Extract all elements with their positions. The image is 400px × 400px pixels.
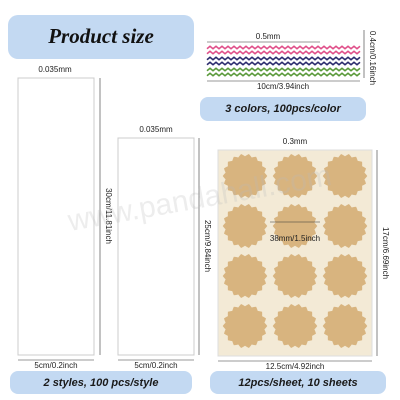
dim-label: 5cm/0.2inch (134, 361, 177, 370)
colored-strips (206, 45, 361, 77)
dim-label: 0.5mm (256, 32, 281, 41)
strip-edge (206, 61, 361, 66)
tall-strip (17, 77, 95, 356)
sticker (322, 154, 368, 198)
sticker (272, 254, 318, 298)
sticker (272, 154, 318, 198)
dim-label: 0.4cm/0.16inch (368, 31, 377, 85)
title-badge (8, 15, 194, 59)
sticker (222, 254, 268, 298)
sticker (222, 204, 268, 248)
caption-badge (10, 371, 192, 394)
dim-label: 0.3mm (283, 137, 308, 146)
caption-badge (200, 97, 366, 121)
caption: 12pcs/sheet, 10 sheets (238, 377, 357, 389)
sticker (222, 304, 268, 348)
dim-label: 38mm/1.5inch (270, 234, 320, 243)
caption: 3 colors, 100pcs/color (225, 103, 341, 115)
dim-label: 12.5cm/4.92inch (266, 362, 325, 371)
sticker (222, 154, 268, 198)
strip-edge (206, 50, 361, 55)
sticker (272, 304, 318, 348)
title: Product size (47, 24, 154, 48)
caption: 2 styles, 100 pcs/style (43, 377, 159, 389)
sticker (272, 204, 318, 248)
dim-label: 30cm/11.81inch (104, 188, 113, 244)
dim-label: 5cm/0.2inch (34, 361, 77, 370)
dim-label: 10cm/3.94inch (257, 82, 309, 91)
strip-edge (206, 67, 361, 72)
strip-edge (206, 56, 361, 61)
sticker (322, 254, 368, 298)
short-strip (117, 137, 195, 356)
strip-edge (206, 45, 361, 50)
sticker (322, 204, 368, 248)
dim-label: 0.035mm (139, 125, 173, 134)
stickers (222, 154, 368, 348)
dim-label: 17cm/6.69inch (381, 227, 390, 279)
sticker (322, 304, 368, 348)
dim-label: 25cm/9.84inch (203, 220, 212, 272)
caption-badge (210, 371, 386, 394)
dim-label: 0.035mm (38, 65, 72, 74)
strip-edge (206, 72, 361, 77)
